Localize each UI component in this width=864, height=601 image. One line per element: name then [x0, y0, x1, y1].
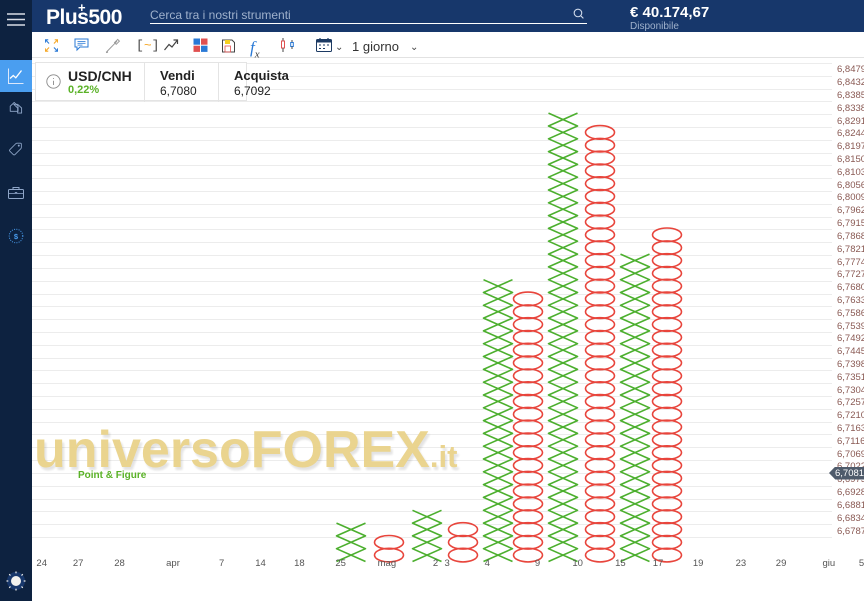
svg-text:$: $: [14, 232, 19, 241]
